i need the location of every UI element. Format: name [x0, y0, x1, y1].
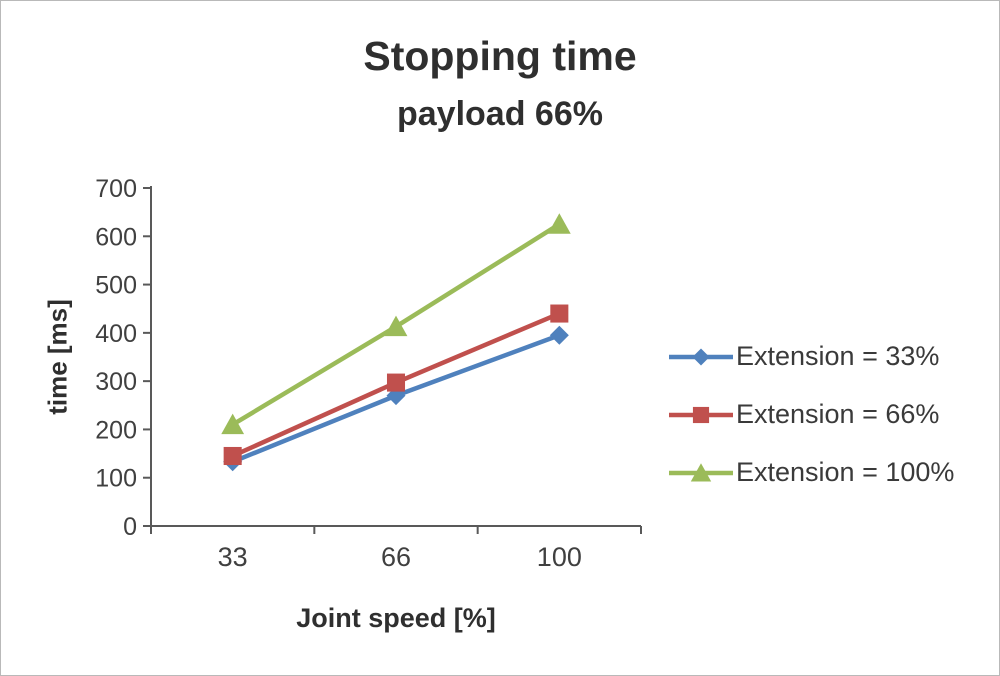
- y-tick-label: 700: [95, 176, 137, 203]
- legend-item: Extension = 33%: [669, 341, 954, 372]
- chart-title: Stopping time: [363, 33, 637, 79]
- triangle-marker-icon: [221, 413, 245, 435]
- y-tick-label: 500: [95, 272, 137, 300]
- y-tick-label: 200: [95, 416, 137, 444]
- y-axis-title: time [ms]: [42, 299, 73, 415]
- chart-subtitle: payload 66%: [397, 95, 603, 133]
- diamond-marker-icon: [692, 348, 710, 365]
- legend-label: Extension = 66%: [736, 399, 940, 429]
- legend-key-icon: [669, 406, 733, 423]
- y-tick-label: 0: [123, 513, 137, 541]
- x-tick-label: 33: [218, 542, 248, 572]
- square-marker-icon: [692, 406, 710, 423]
- legend-key-icon: [669, 348, 733, 365]
- x-tick-label: 100: [537, 542, 582, 572]
- legend-key-icon: [669, 462, 733, 481]
- legend-item: Extension = 66%: [669, 399, 954, 430]
- y-tick-label: 300: [95, 368, 137, 396]
- y-tick-label: 400: [95, 320, 137, 348]
- x-tick-label: 66: [381, 542, 411, 572]
- y-tick-label: 600: [95, 223, 137, 251]
- square-marker-icon: [223, 446, 242, 466]
- y-tick-label: 100: [95, 465, 137, 493]
- square-marker-icon: [386, 373, 406, 392]
- x-axis-title: Joint speed [%]: [296, 603, 496, 633]
- diamond-marker-icon: [549, 325, 569, 345]
- legend-item: Extension = 100%: [669, 457, 954, 488]
- square-marker-icon: [550, 304, 569, 323]
- plot-area: 0 100 200 300 400 500 600 700 33 66 100: [95, 176, 642, 572]
- legend: Extension = 33% Extension = 66% Extension …: [669, 341, 954, 488]
- triangle-marker-icon: [384, 315, 408, 337]
- triangle-marker-icon: [547, 213, 571, 234]
- triangle-marker-icon: [690, 462, 712, 481]
- legend-label: Extension = 100%: [736, 457, 955, 487]
- legend-label: Extension = 33%: [736, 341, 940, 371]
